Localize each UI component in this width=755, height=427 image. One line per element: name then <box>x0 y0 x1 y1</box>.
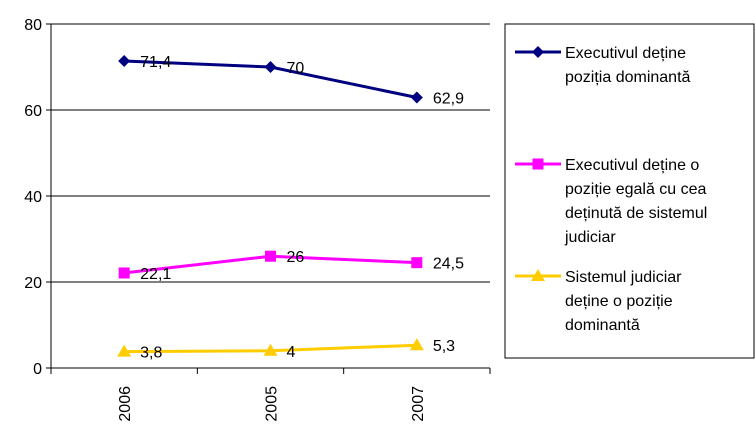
legend-marker <box>532 46 544 58</box>
data-label: 22,1 <box>140 266 171 283</box>
legend-label: Executivul deține <box>565 45 686 62</box>
legend-entry-3: Sistemul judiciar deține o poziție dominan… <box>515 269 682 334</box>
legend-box <box>504 23 755 359</box>
y-tick-label: 80 <box>24 17 42 34</box>
legend-label: deținută de sistemul <box>565 205 707 222</box>
grid-lines <box>51 23 490 283</box>
legend-marker <box>532 158 544 170</box>
legend-label: poziția dominantă <box>565 69 691 86</box>
legend-entry-2: Executivul deține o poziție egală cu cea d… <box>515 157 707 246</box>
data-label: 4 <box>287 344 296 361</box>
legend-label: Sistemul judiciar <box>565 269 682 286</box>
series-1: 71,4 70 62,9 <box>118 54 464 108</box>
y-tick-label: 0 <box>33 361 42 378</box>
x-tick-label: 2005 <box>264 386 281 422</box>
data-point <box>118 54 131 67</box>
legend-label: poziție egală cu cea <box>565 181 707 198</box>
legend-label: deține o poziție <box>565 293 673 310</box>
y-tick-label: 40 <box>24 189 42 206</box>
legend-label: dominantă <box>565 317 640 334</box>
data-point <box>265 250 276 262</box>
data-point <box>410 91 423 104</box>
y-tick-label: 60 <box>24 103 42 120</box>
x-tick-label: 2007 <box>410 386 427 422</box>
data-label: 5,3 <box>433 338 455 355</box>
legend-label: judiciar <box>564 229 616 246</box>
series-layer: 71,4 70 62,9 22,1 26 24,5 3,8 4 5,3 <box>117 54 464 362</box>
data-label: 3,8 <box>140 345 162 362</box>
legend-marker <box>531 269 545 281</box>
data-point <box>263 343 278 356</box>
axes: 0 20 40 60 80 2006 2005 2007 <box>24 17 491 422</box>
data-point <box>409 338 424 351</box>
data-label: 62,9 <box>433 91 464 108</box>
series-2: 22,1 26 24,5 <box>118 249 464 283</box>
data-point <box>264 61 277 73</box>
data-label: 26 <box>287 249 305 266</box>
data-label: 24,5 <box>433 256 464 273</box>
legend-label: Executivul deține o <box>565 157 699 174</box>
y-tick-label: 20 <box>24 275 42 292</box>
x-tick-label: 2006 <box>117 386 134 422</box>
data-point <box>411 257 423 269</box>
data-point <box>118 267 130 279</box>
legend-entry-1: Executivul deține poziția dominantă <box>515 45 691 86</box>
data-label: 71,4 <box>140 54 171 71</box>
series-3: 3,8 4 5,3 <box>117 338 455 362</box>
data-label: 70 <box>287 60 305 77</box>
data-point <box>117 344 132 357</box>
